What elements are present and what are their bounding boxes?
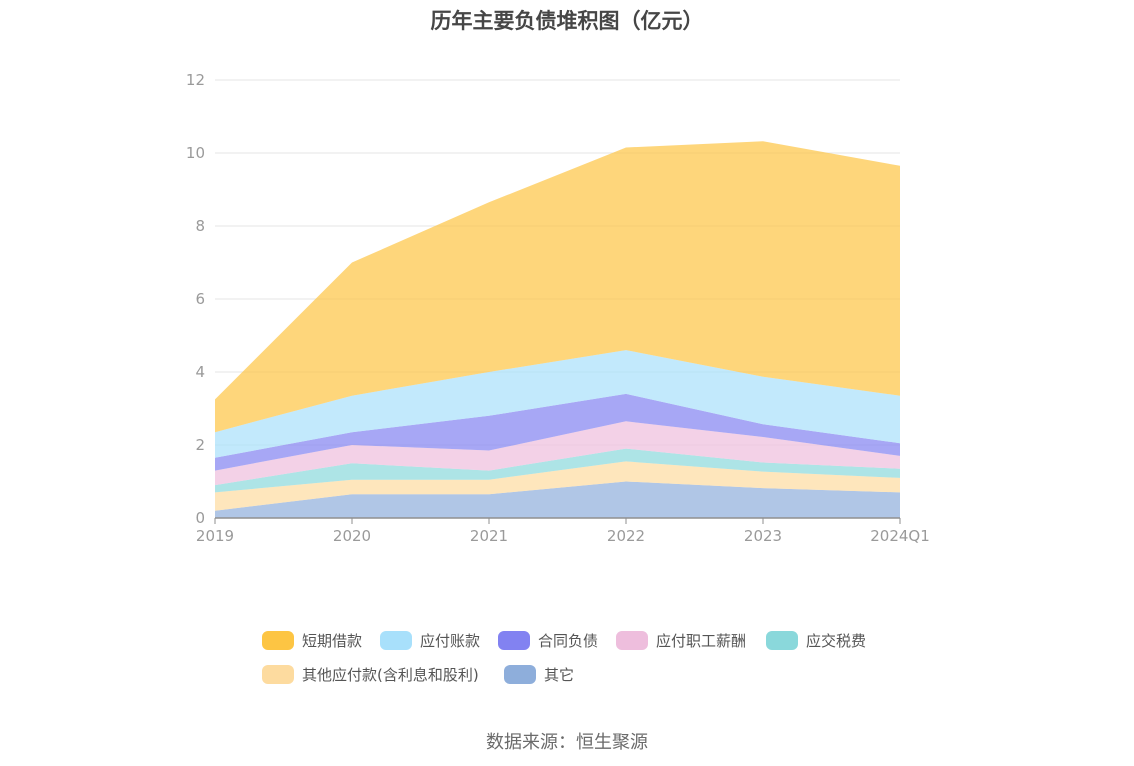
legend-item[interactable]: 合同负债 xyxy=(498,630,598,651)
y-tick-label: 6 xyxy=(195,290,205,308)
x-tick-label: 2019 xyxy=(196,527,234,545)
legend-swatch xyxy=(262,665,294,684)
legend-item[interactable]: 应交税费 xyxy=(766,630,866,651)
stacked-area-chart: 0 2 4 6 8 10 12 2019 2020 2021 2022 2023 2024Q1 xyxy=(186,71,930,545)
legend-swatch xyxy=(616,631,648,650)
area-series-其他应付款(含利息和股利) xyxy=(215,461,900,511)
y-tick-label: 0 xyxy=(195,509,205,527)
legend-item[interactable]: 应付账款 xyxy=(380,630,480,651)
area-series-应付账款 xyxy=(215,350,900,458)
legend-label: 应交税费 xyxy=(806,632,867,650)
x-tick-label: 2023 xyxy=(744,527,782,545)
legend-label: 其他应付款(含利息和股利) xyxy=(302,666,479,684)
x-tick-label: 2022 xyxy=(607,527,645,545)
legend-swatch xyxy=(262,631,294,650)
x-tick-label: 2021 xyxy=(470,527,508,545)
legend-item[interactable]: 其它 xyxy=(504,664,574,685)
x-tick-label: 2024Q1 xyxy=(870,527,930,545)
y-tick-label: 2 xyxy=(195,436,205,454)
y-tick-label: 8 xyxy=(195,217,205,235)
chart-title: 历年主要负债堆积图（亿元） xyxy=(430,9,704,33)
legend-label: 合同负债 xyxy=(538,632,599,650)
y-tick-label: 12 xyxy=(186,71,205,89)
area-series-其它 xyxy=(215,481,900,518)
area-series-短期借款 xyxy=(215,141,900,433)
data-source: 数据来源：恒生聚源 xyxy=(486,732,648,753)
area-series-应付职工薪酬 xyxy=(215,421,900,486)
legend-item[interactable]: 其他应付款(含利息和股利) xyxy=(262,664,479,685)
x-tick-label: 2020 xyxy=(333,527,371,545)
legend-label: 应付账款 xyxy=(420,632,481,650)
legend-item[interactable]: 应付职工薪酬 xyxy=(616,630,746,651)
legend-swatch xyxy=(498,631,530,650)
legend-item[interactable]: 短期借款 xyxy=(262,630,362,651)
area-series-合同负债 xyxy=(215,393,900,471)
legend-swatch xyxy=(504,665,536,684)
legend-swatch xyxy=(380,631,412,650)
y-tick-label: 4 xyxy=(195,363,205,381)
area-series-应交税费 xyxy=(215,448,900,493)
legend-swatch xyxy=(766,631,798,650)
y-tick-label: 10 xyxy=(186,144,205,162)
legend-label: 其它 xyxy=(544,666,575,684)
legend-label: 应付职工薪酬 xyxy=(656,632,747,650)
legend-label: 短期借款 xyxy=(302,632,363,650)
